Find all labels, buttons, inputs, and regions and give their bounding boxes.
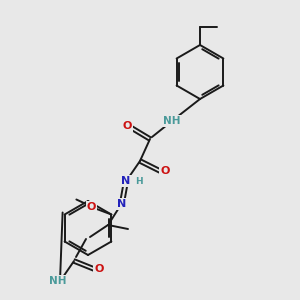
Text: NH: NH [163, 116, 181, 126]
Text: NH: NH [49, 276, 67, 286]
Text: O: O [87, 202, 96, 212]
Text: O: O [94, 264, 104, 274]
Text: N: N [117, 199, 127, 209]
Text: H: H [135, 178, 143, 187]
Text: O: O [122, 121, 132, 131]
Text: O: O [160, 166, 170, 176]
Text: N: N [122, 176, 130, 186]
